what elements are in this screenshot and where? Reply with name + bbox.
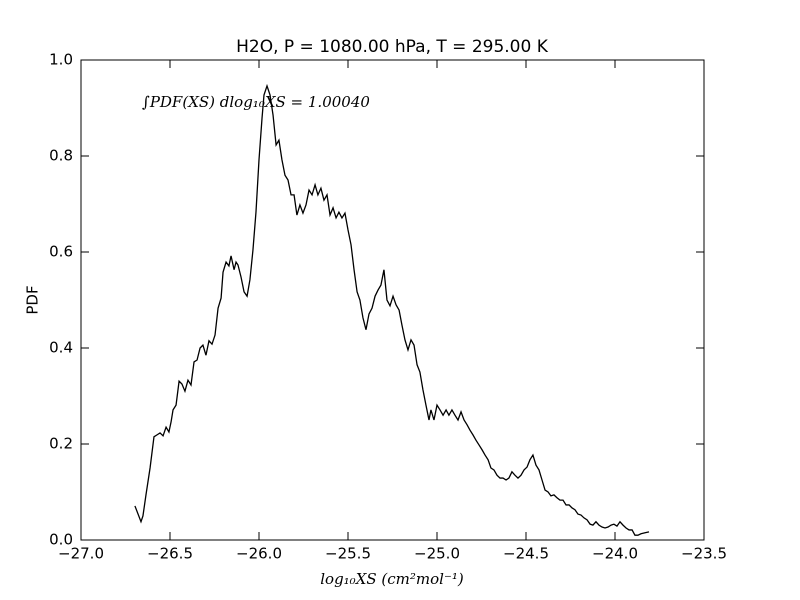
- data-line: [134, 83, 650, 536]
- chart-title: H2O, P = 1080.00 hPa, T = 295.00 K: [236, 37, 549, 57]
- x-tick-label: −27.0: [58, 545, 104, 563]
- y-tick-label: 1.0: [49, 51, 73, 69]
- y-tick-label: 0.0: [49, 531, 73, 549]
- plot-frame: [80, 59, 705, 541]
- y-tick-label: 0.4: [49, 339, 73, 357]
- y-tick-label: 0.8: [49, 147, 73, 165]
- y-axis-label: PDF: [24, 285, 42, 314]
- x-tick-label: −26.5: [147, 545, 193, 563]
- annotation: ∫PDF(XS) dlog₁₀XS = 1.00040: [142, 93, 370, 111]
- x-tick-label: −25.5: [325, 545, 371, 563]
- y-tick-label: 0.2: [49, 435, 73, 453]
- x-axis-label: log₁₀XS (cm²mol⁻¹): [320, 570, 464, 588]
- x-tick-label: −24.0: [592, 545, 638, 563]
- x-tick-label: −24.5: [503, 545, 549, 563]
- x-tick-label: −25.0: [414, 545, 460, 563]
- x-tick-label: −23.5: [681, 545, 727, 563]
- x-tick-label: −26.0: [236, 545, 282, 563]
- y-tick-label: 0.6: [49, 243, 73, 261]
